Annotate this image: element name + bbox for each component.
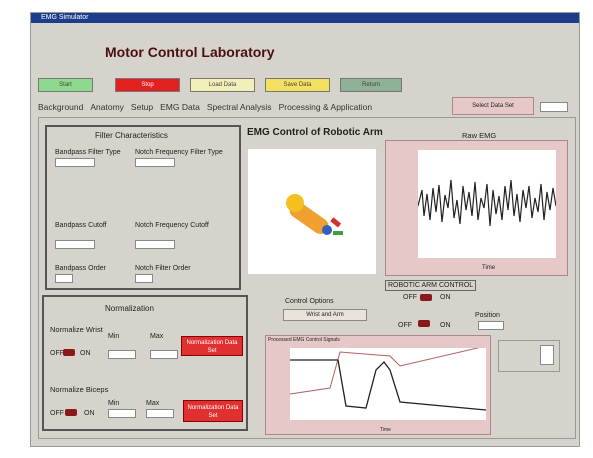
plot-area xyxy=(418,150,556,258)
label: OFF xyxy=(398,322,412,329)
header-title: Motor Control Laboratory xyxy=(105,44,275,60)
tab-row: Background Anatomy Setup EMG Data Spectral A… xyxy=(38,102,372,112)
chart-title: Processed EMG Control Signals xyxy=(268,337,340,343)
label: Min xyxy=(108,400,120,407)
toggle[interactable] xyxy=(418,320,430,327)
label: OFF xyxy=(403,294,417,301)
field[interactable] xyxy=(146,409,174,418)
field[interactable] xyxy=(135,240,175,249)
field[interactable] xyxy=(478,321,504,330)
panel-title: EMG Control of Robotic Arm xyxy=(247,127,383,138)
label: Bandpass Order xyxy=(55,265,106,272)
raw-chart xyxy=(418,150,556,258)
button[interactable]: Start xyxy=(38,78,93,92)
axis-label: Time xyxy=(482,265,496,271)
title-bar: EMG Simulator xyxy=(31,13,579,23)
emg-trace xyxy=(418,179,556,227)
field[interactable] xyxy=(55,240,95,249)
button[interactable]: Load Data xyxy=(190,78,255,92)
robot-gripper xyxy=(322,225,332,235)
label: OFF xyxy=(50,410,64,417)
robot-finger xyxy=(333,231,343,235)
toggle[interactable] xyxy=(63,349,75,356)
button[interactable]: Save Data xyxy=(265,78,330,92)
label: ROBOTIC ARM CONTROL xyxy=(385,280,477,291)
label: Normalize Wrist xyxy=(50,325,103,334)
lower-chart xyxy=(290,348,486,420)
label: ON xyxy=(440,294,451,301)
field[interactable] xyxy=(540,102,568,112)
label: Bandpass Filter Type xyxy=(55,149,121,156)
button[interactable]: Return xyxy=(340,78,402,92)
red-button[interactable]: Normalization Data Set xyxy=(181,336,243,356)
normalization-panel xyxy=(42,295,248,431)
tab-panel xyxy=(38,117,576,439)
label: Notch Filter Order xyxy=(135,265,191,272)
label: Notch Frequency Cutoff xyxy=(135,222,209,229)
plot-area xyxy=(290,348,486,420)
tab[interactable]: EMG Data xyxy=(160,102,200,112)
tab[interactable]: Processing & Application xyxy=(278,102,373,112)
dropdown[interactable]: Wrist and Arm xyxy=(283,309,367,321)
field[interactable] xyxy=(55,274,73,283)
select-button[interactable]: Select Data Set xyxy=(452,97,534,115)
label: Control Options xyxy=(285,298,334,305)
panel-title: Normalization xyxy=(105,304,154,313)
signal-trace xyxy=(290,359,486,411)
tab[interactable]: Anatomy xyxy=(90,102,124,112)
field[interactable] xyxy=(55,158,95,167)
label: ON xyxy=(84,410,95,417)
red-button[interactable]: Normalization Data Set xyxy=(183,400,243,422)
label: ON xyxy=(440,322,451,329)
label: OFF xyxy=(50,350,64,357)
field[interactable] xyxy=(135,274,153,283)
label: Notch Frequency Filter Type xyxy=(135,149,223,156)
toggle[interactable] xyxy=(65,409,77,416)
label: Position xyxy=(475,312,500,319)
button[interactable]: Stop xyxy=(115,78,180,92)
label: Max xyxy=(150,333,164,340)
toggle[interactable] xyxy=(420,294,432,301)
tab[interactable]: Setup xyxy=(130,102,154,112)
signal-trace xyxy=(290,348,480,395)
robot-view xyxy=(247,148,377,275)
panel-title: Filter Characteristics xyxy=(95,131,168,140)
field[interactable] xyxy=(108,409,136,418)
chart-title: Raw EMG xyxy=(462,131,497,140)
filter-panel xyxy=(45,125,241,290)
robot-finger xyxy=(330,217,342,228)
field[interactable] xyxy=(135,158,175,167)
label: ON xyxy=(80,350,91,357)
robot-joint xyxy=(286,194,304,212)
field[interactable] xyxy=(540,345,554,365)
label: Max xyxy=(146,400,160,407)
label: Bandpass Cutoff xyxy=(55,222,107,229)
tab[interactable]: Background xyxy=(38,102,84,112)
mini-panel xyxy=(498,340,560,372)
label: Normalize Biceps xyxy=(50,385,109,394)
field[interactable] xyxy=(150,350,178,359)
axis-label: Time xyxy=(380,427,391,433)
label: Min xyxy=(108,333,120,340)
field[interactable] xyxy=(108,350,136,359)
tab[interactable]: Spectral Analysis xyxy=(206,102,272,112)
